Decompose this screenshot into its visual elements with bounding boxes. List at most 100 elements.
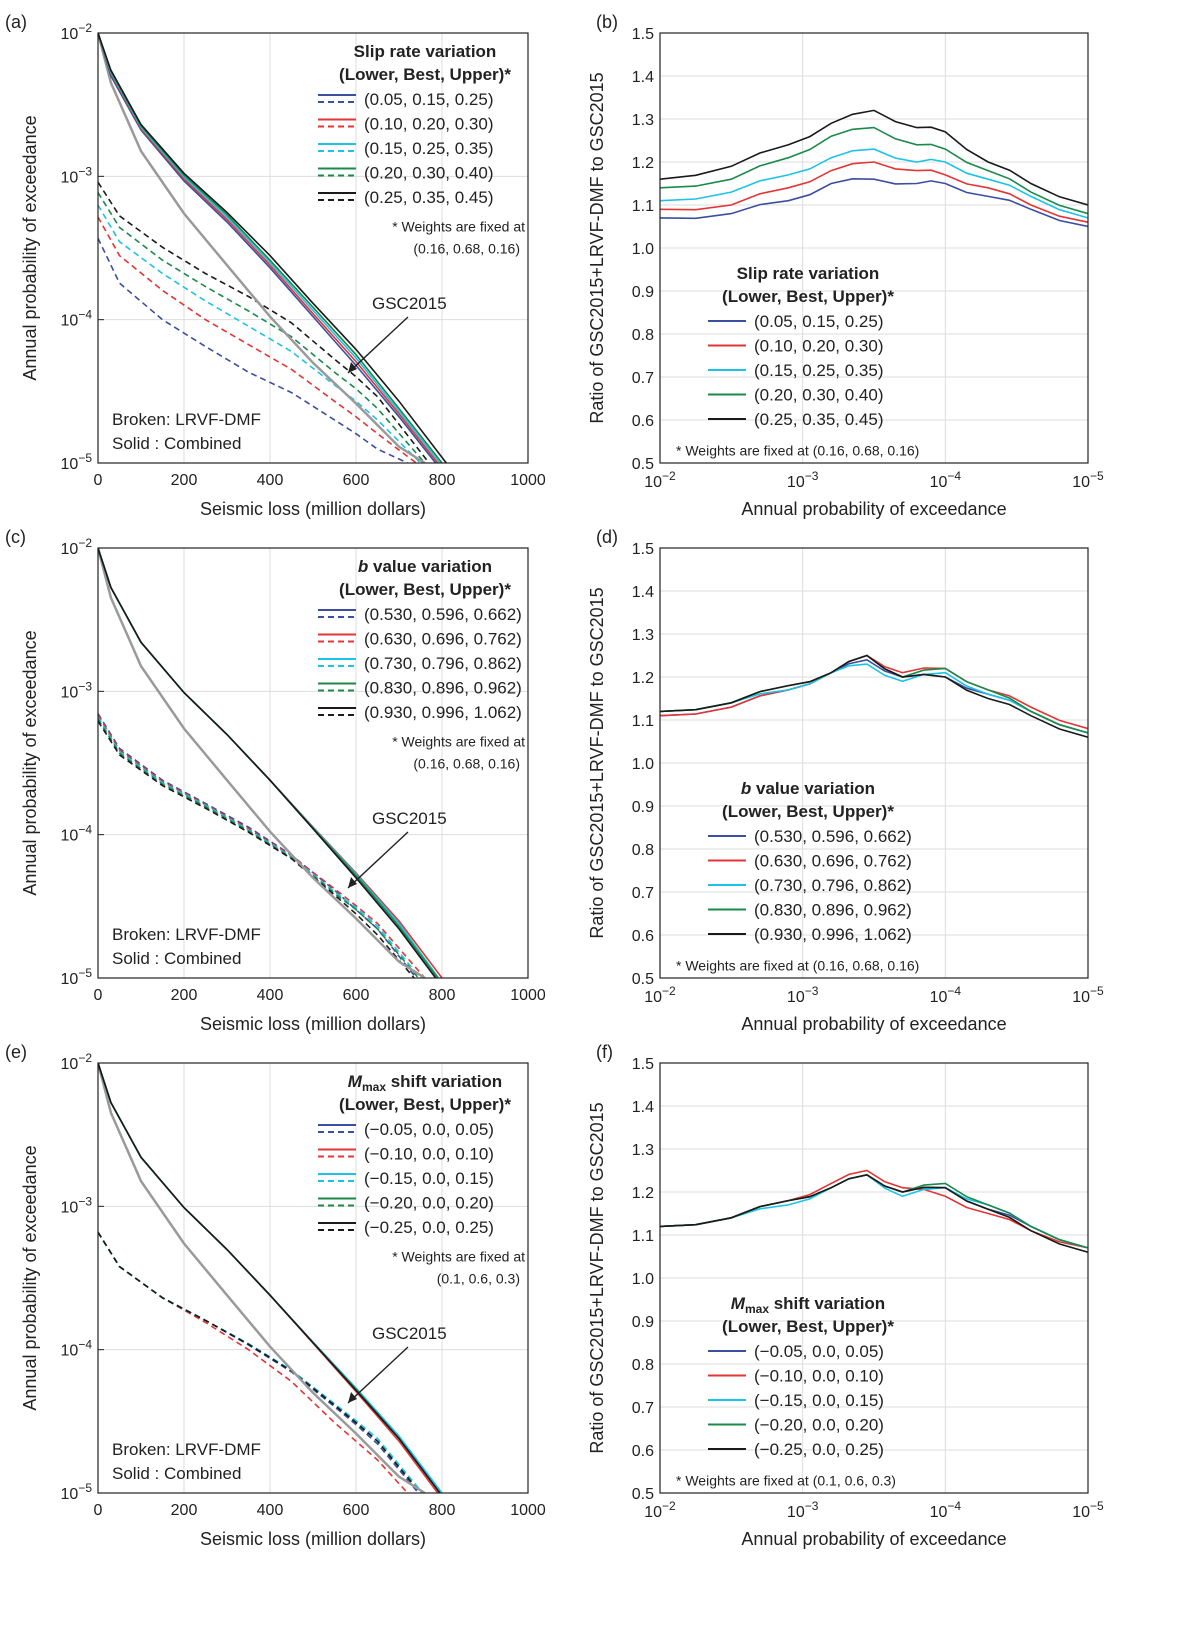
- legend-entry-label: (0.25, 0.35, 0.45): [364, 188, 493, 207]
- legend-title: Mmax shift variation: [348, 1072, 502, 1094]
- x-tick-label-base: 10: [1072, 1504, 1090, 1521]
- panel-label: (d): [596, 527, 618, 547]
- y-tick-label-base: 10: [61, 828, 79, 845]
- x-tick-label: 800: [429, 987, 456, 1004]
- series-line-blue-dashed: [98, 1231, 420, 1493]
- y-tick-label-exp: −5: [78, 451, 92, 465]
- panel-label: (c): [5, 527, 26, 547]
- x-tick-label-exp: −2: [662, 984, 676, 998]
- series-line-gray: [98, 548, 426, 978]
- y-tick-label: 10−4: [61, 308, 93, 330]
- legend-title-rest: value variation: [751, 779, 875, 798]
- x-axis-label: Seismic loss (million dollars): [200, 499, 426, 519]
- series-line-black: [660, 109, 1088, 206]
- y-tick-label: 10−2: [61, 536, 93, 558]
- series-line-blue: [98, 33, 437, 463]
- panel-label: (f): [596, 1042, 613, 1062]
- y-tick-label: 10−2: [61, 1051, 93, 1073]
- y-tick-label: 10−3: [61, 1194, 93, 1216]
- weights-note: * Weights are fixed at: [392, 1249, 525, 1265]
- weights-note: * Weights are fixed at: [392, 219, 525, 235]
- legend-title-sub: max: [745, 1302, 769, 1316]
- legend-entry-label: (0.730, 0.796, 0.862): [364, 654, 522, 673]
- x-tick-label-exp: −4: [947, 469, 961, 483]
- x-tick-label-exp: −3: [805, 1499, 819, 1513]
- legend-entry-label: (0.10, 0.20, 0.30): [754, 337, 883, 356]
- panel-b: (b)10−2 10−3 10−4 10−50.50.60.70.80.91.01.1…: [587, 12, 1104, 519]
- series-group: [98, 33, 447, 463]
- y-tick-label: 10−2: [61, 21, 93, 43]
- y-tick-label-exp: −4: [78, 823, 92, 837]
- y-axis-label: Ratio of GSC2015+LRVF-DMF to GSC2015: [587, 72, 607, 423]
- x-tick-label: 800: [429, 472, 456, 489]
- x-tick-label: 600: [343, 987, 370, 1004]
- x-tick-label-base: 10: [930, 1504, 948, 1521]
- x-tick-label-base: 10: [930, 989, 948, 1006]
- legend-title: Mmax shift variation: [731, 1294, 885, 1316]
- series-group: [660, 654, 1088, 738]
- weights-note: * Weights are fixed at: [392, 734, 525, 750]
- series-line-cyan: [660, 1173, 1088, 1249]
- legend-entry-label: (0.530, 0.596, 0.662): [754, 827, 912, 846]
- panel-label: (a): [5, 12, 27, 32]
- series-line-gray: [98, 33, 426, 463]
- series-line-green: [660, 126, 1088, 215]
- x-tick-label: 1000: [510, 472, 546, 489]
- y-axis-label: Annual probability of exceedance: [20, 115, 40, 380]
- y-tick-label: 1.5: [632, 1056, 654, 1073]
- weights-note: * Weights are fixed at (0.16, 0.68, 0.16…: [676, 958, 919, 974]
- gsc2015-annotation: GSC2015: [372, 809, 447, 828]
- series-line-black-dashed: [98, 720, 415, 978]
- legend-title: b value variation: [741, 779, 875, 798]
- weights-note-values: (0.16, 0.68, 0.16): [413, 756, 520, 772]
- gsc2015-annotation: GSC2015: [372, 1324, 447, 1343]
- legend-entry-label: (−0.10, 0.0, 0.10): [754, 1367, 884, 1386]
- y-tick-label: 1.0: [632, 241, 654, 258]
- solid-line-note: Solid : Combined: [112, 949, 241, 968]
- weights-note-values: (0.16, 0.68, 0.16): [413, 241, 520, 257]
- x-tick-label: 600: [343, 1502, 370, 1519]
- series-line-black: [98, 1063, 441, 1493]
- y-tick-label: 0.5: [632, 1486, 654, 1503]
- legend-title-m: M: [348, 1072, 363, 1091]
- x-tick-label: 10−4: [930, 1499, 962, 1521]
- weights-note: * Weights are fixed at (0.1, 0.6, 0.3): [676, 1473, 896, 1489]
- series-line-cyan-dashed: [98, 204, 422, 463]
- plot-frame: [97, 547, 529, 979]
- y-tick-label: 0.5: [632, 971, 654, 988]
- y-axis-label: Annual probability of exceedance: [20, 630, 40, 895]
- x-tick-label: 400: [257, 1502, 284, 1519]
- x-tick-label-base: 10: [644, 474, 662, 491]
- legend-entry-label: (0.830, 0.896, 0.962): [364, 679, 522, 698]
- x-tick-label-exp: −5: [1090, 469, 1104, 483]
- x-tick-label: 10−3: [787, 469, 819, 491]
- legend-entry-label: (−0.25, 0.0, 0.25): [364, 1218, 494, 1237]
- y-tick-label: 0.5: [632, 456, 654, 473]
- y-tick-label-exp: −3: [78, 1194, 92, 1208]
- panel-label: (b): [596, 12, 618, 32]
- legend-entry-label: (−0.05, 0.0, 0.05): [754, 1342, 884, 1361]
- legend-subtitle: (Lower, Best, Upper)*: [339, 65, 511, 84]
- x-tick-label-base: 10: [1072, 989, 1090, 1006]
- legend-title-b: b: [741, 779, 751, 798]
- legend-title-sub: max: [362, 1080, 386, 1094]
- x-tick-label: 10−2: [644, 1499, 676, 1521]
- y-tick-label-exp: −3: [78, 164, 92, 178]
- legend-title-rest: shift variation: [769, 1294, 885, 1313]
- series-line-gray: [98, 1063, 426, 1493]
- y-tick-label-exp: −2: [78, 21, 92, 35]
- y-tick-label: 0.9: [632, 1314, 654, 1331]
- y-axis-label: Ratio of GSC2015+LRVF-DMF to GSC2015: [587, 1102, 607, 1453]
- legend-entry-label: (−0.20, 0.0, 0.20): [364, 1194, 494, 1213]
- series-line-black: [660, 1173, 1088, 1253]
- series-line-blue-dashed: [98, 713, 417, 978]
- y-tick-label: 10−4: [61, 1338, 93, 1360]
- x-tick-label-exp: −4: [947, 984, 961, 998]
- series-line-red: [660, 1169, 1088, 1249]
- y-axis-label: Ratio of GSC2015+LRVF-DMF to GSC2015: [587, 587, 607, 938]
- y-tick-label-base: 10: [61, 541, 79, 558]
- y-tick-label: 0.7: [632, 370, 654, 387]
- panel-f: (f)10−2 10−3 10−4 10−50.50.60.70.80.91.01.1…: [587, 1042, 1104, 1549]
- y-tick-label-exp: −3: [78, 679, 92, 693]
- x-tick-label-base: 10: [930, 474, 948, 491]
